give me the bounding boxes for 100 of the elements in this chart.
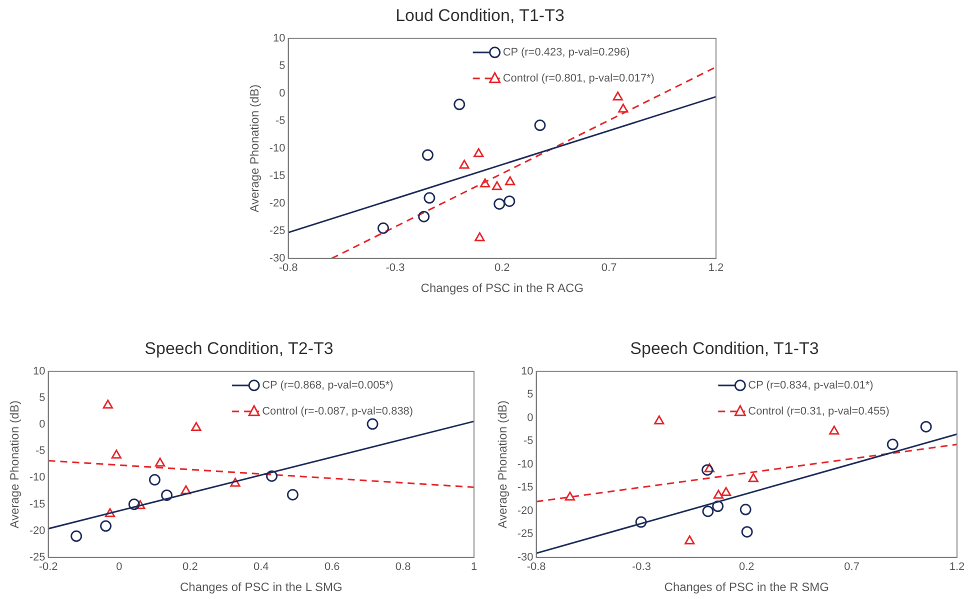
point (230, 478, 240, 487)
y-tick-label: 5 (279, 60, 286, 72)
point (702, 464, 714, 476)
legend-label: Control (r=0.31, p-val=0.455) (748, 405, 890, 418)
y-tick-label: -10 (517, 458, 534, 470)
x-tick-label: -0.3 (386, 262, 405, 274)
y-axis-title: Average Phonation (dB) (496, 400, 510, 528)
point (504, 195, 516, 207)
point (191, 422, 202, 431)
point (459, 160, 470, 169)
y-tick-label: 10 (273, 32, 286, 44)
point (564, 492, 576, 501)
point (70, 530, 82, 542)
point (454, 98, 466, 110)
x-tick-label: 0.7 (601, 262, 617, 274)
y-tick-label: -5 (524, 435, 534, 448)
point (100, 520, 112, 532)
y-tick-label: -20 (269, 197, 286, 210)
y-tick-label: -30 (269, 252, 286, 264)
x-tick-label: 0.6 (324, 561, 340, 574)
point (702, 506, 714, 518)
legend-label: CP (r=0.868, p-val=0.005*) (262, 379, 394, 392)
y-tick-label: -15 (29, 498, 46, 510)
point (422, 149, 434, 161)
y-tick-label: 5 (39, 392, 46, 404)
point (612, 92, 623, 100)
y-tick-label: 10 (33, 365, 46, 378)
point (180, 485, 192, 494)
point (366, 418, 378, 430)
y-tick-label: 0 (279, 87, 286, 100)
x-tick-label: 0.7 (844, 561, 860, 574)
y-tick-label: -5 (276, 114, 286, 127)
x-tick-label: 0.2 (182, 561, 198, 574)
point (378, 222, 389, 234)
point (748, 473, 758, 482)
y-tick-label: 0 (39, 418, 46, 431)
x-tick-label: 0.4 (254, 561, 269, 574)
point (712, 500, 724, 512)
x-tick-label: 1.2 (949, 561, 965, 574)
point (684, 535, 695, 544)
legend-label: Control (r=-0.087, p-val=0.838) (262, 405, 414, 418)
y-tick-label: 10 (521, 365, 534, 378)
chart-title: Speech Condition, T1-T3 (630, 338, 819, 358)
x-tick-label: 0.2 (494, 262, 510, 274)
point (635, 516, 647, 528)
x-axis-title: Changes of PSC in the R SMG (664, 580, 830, 594)
point (148, 474, 160, 486)
x-axis-title: Changes of PSC in the L SMG (180, 580, 342, 594)
point (111, 450, 122, 459)
point (104, 508, 116, 518)
point (886, 438, 898, 450)
point (494, 198, 506, 210)
x-tick-label: 0.8 (395, 561, 411, 574)
point (480, 178, 490, 188)
point (286, 488, 298, 500)
y-tick-label: -10 (29, 472, 46, 484)
x-tick-label: -0.3 (632, 561, 651, 574)
x-tick-label: 0 (116, 561, 122, 574)
x-tick-label: -0.2 (38, 561, 58, 574)
y-axis-title: Average Phonation (dB) (248, 84, 262, 212)
point (534, 120, 546, 132)
point (102, 400, 113, 409)
point (741, 526, 753, 538)
point (135, 500, 146, 510)
point (474, 148, 484, 158)
x-tick-label: -0.8 (526, 561, 546, 574)
y-tick-label: -20 (29, 524, 46, 537)
y-tick-label: -10 (269, 142, 286, 154)
point (424, 192, 436, 204)
y-tick-label: 0 (527, 412, 534, 424)
point (504, 176, 516, 186)
point (713, 490, 724, 499)
legend-label: CP (r=0.834, p-val=0.01*) (748, 379, 874, 392)
point (161, 489, 173, 501)
y-axis-title: Average Phonation (dB) (8, 400, 22, 528)
y-tick-label: -15 (269, 170, 286, 182)
point (720, 487, 732, 496)
chart-title: Loud Condition, T1-T3 (396, 6, 564, 25)
point (266, 470, 278, 482)
legend-label: Control (r=0.801, p-val=0.017*) (502, 72, 654, 84)
x-tick-label: -0.8 (278, 262, 298, 274)
point (128, 498, 140, 510)
legend-label: CP (r=0.423, p-val=0.296) (502, 46, 630, 58)
x-tick-label: 1 (470, 561, 478, 574)
point (654, 415, 664, 424)
point (740, 504, 752, 516)
x-tick-label: 1.2 (708, 262, 724, 274)
point (920, 420, 932, 432)
y-tick-label: -25 (269, 224, 286, 237)
y-tick-label: -30 (517, 551, 534, 564)
point (829, 426, 840, 435)
x-tick-label: 0.2 (739, 561, 754, 574)
y-tick-label: -5 (36, 445, 46, 458)
point (618, 104, 628, 113)
point (154, 458, 166, 467)
y-tick-label: -25 (29, 551, 46, 564)
chart-title: Speech Condition, T2-T3 (144, 338, 334, 358)
y-tick-label: -25 (517, 528, 534, 540)
point (492, 181, 502, 190)
x-axis-title: Changes of PSC in the R ACG (420, 281, 584, 296)
